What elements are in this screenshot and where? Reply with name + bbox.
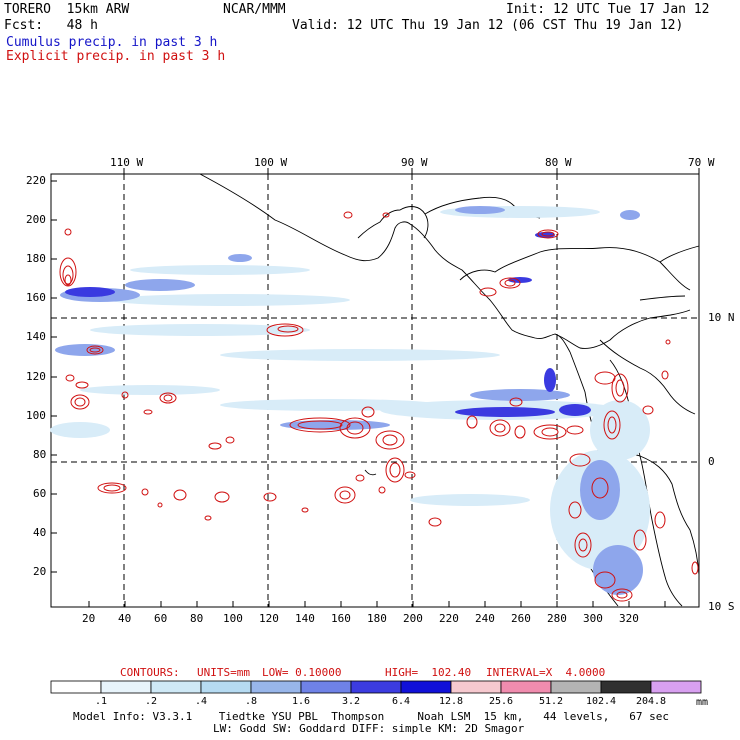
model-info: Model Info: V3.3.1 Tiedtke YSU PBL Thomp… <box>73 710 670 723</box>
y-tick-label: 40 <box>33 526 47 539</box>
x-tick-label: 260 <box>511 612 531 625</box>
contours-label: CONTOURS: <box>120 666 180 679</box>
scale-swatch <box>200 680 252 694</box>
x-tick-label: 80 <box>190 612 204 625</box>
valid-time: Valid: 12 UTC Thu 19 Jan 12 (06 CST Thu … <box>292 18 684 33</box>
field-label-explicit: Explicit precip. in past 3 h <box>6 49 226 64</box>
x-tick-label: 280 <box>547 612 567 625</box>
x-tick-label: 40 <box>118 612 132 625</box>
y-tick-label: 120 <box>26 370 46 383</box>
lon-label: 100 W <box>254 156 288 169</box>
contours-interval: INTERVAL=X 4.0000 <box>486 666 606 679</box>
x-tick-label: 20 <box>82 612 96 625</box>
x-tick-label: 200 <box>403 612 423 625</box>
y-tick-label: 100 <box>26 409 46 422</box>
lon-label: 70 W <box>688 156 715 169</box>
lon-label: 80 W <box>545 156 572 169</box>
y-tick-label: 20 <box>33 565 47 578</box>
scale-swatch <box>100 680 152 694</box>
scale-swatch <box>150 680 202 694</box>
lat-label: 10 N <box>708 311 735 324</box>
lat-label: 0 <box>708 455 715 468</box>
x-tick-label: 180 <box>367 612 387 625</box>
lon-label: 90 W <box>401 156 428 169</box>
scale-swatch <box>350 680 402 694</box>
scale-label: 3.2 <box>341 696 361 707</box>
contours-units: UNITS=mm <box>197 666 250 679</box>
scale-label: 102.4 <box>585 696 617 707</box>
organization: NCAR/MMM <box>223 2 286 17</box>
y-tick-marks <box>51 180 57 573</box>
scale-swatch <box>300 680 352 694</box>
top-tick-marks <box>123 168 700 174</box>
y-tick-label: 60 <box>33 487 47 500</box>
scale-swatch <box>550 680 602 694</box>
model-title: TORERO 15km ARW <box>4 2 130 17</box>
x-tick-label: 100 <box>223 612 243 625</box>
cumulus-precip-shading <box>50 206 650 595</box>
lat-label: 10 S <box>708 600 735 613</box>
scale-label: 1.6 <box>291 696 311 707</box>
scale-label: .1 <box>94 696 108 707</box>
x-tick-label: 160 <box>331 612 351 625</box>
forecast-hour: Fcst: 48 h <box>4 18 98 33</box>
scale-label: 204.8 <box>635 696 667 707</box>
scale-label: 51.2 <box>538 696 564 707</box>
y-tick-label: 160 <box>26 291 46 304</box>
scale-label: 25.6 <box>488 696 514 707</box>
scale-swatch <box>250 680 302 694</box>
y-tick-label: 80 <box>33 448 47 461</box>
x-tick-label: 240 <box>475 612 495 625</box>
x-tick-label: 320 <box>619 612 639 625</box>
color-scale-bar <box>50 680 702 694</box>
x-tick-label: 300 <box>583 612 603 625</box>
field-label-cumulus: Cumulus precip. in past 3 h <box>6 35 218 50</box>
scale-label: 6.4 <box>391 696 411 707</box>
contours-low: LOW= 0.10000 <box>262 666 342 679</box>
lon-label: 110 W <box>110 156 144 169</box>
contours-high: HIGH= 102.40 <box>385 666 472 679</box>
scale-label: .8 <box>244 696 258 707</box>
x-tick-marks <box>88 601 666 607</box>
init-time: Init: 12 UTC Tue 17 Jan 12 <box>506 2 710 17</box>
y-tick-label: 220 <box>26 174 46 187</box>
explicit-precip-contours <box>59 211 699 602</box>
y-tick-label: 180 <box>26 252 46 265</box>
scale-label: .4 <box>194 696 208 707</box>
x-tick-label: 60 <box>154 612 168 625</box>
scale-swatch <box>500 680 552 694</box>
scale-swatch <box>50 680 102 694</box>
scale-swatch <box>600 680 652 694</box>
scale-label: 12.8 <box>438 696 464 707</box>
scale-unit: mm <box>696 697 709 708</box>
x-tick-label: 120 <box>259 612 279 625</box>
y-tick-label: 200 <box>26 213 46 226</box>
x-tick-label: 140 <box>295 612 315 625</box>
x-tick-label: 220 <box>439 612 459 625</box>
scale-swatch <box>450 680 502 694</box>
scale-label: .2 <box>144 696 158 707</box>
y-tick-label: 140 <box>26 330 46 343</box>
scale-swatch <box>650 680 702 694</box>
scale-swatch <box>400 680 452 694</box>
model-info-physics: LW: Godd SW: Goddard DIFF: simple KM: 2D… <box>213 722 525 735</box>
